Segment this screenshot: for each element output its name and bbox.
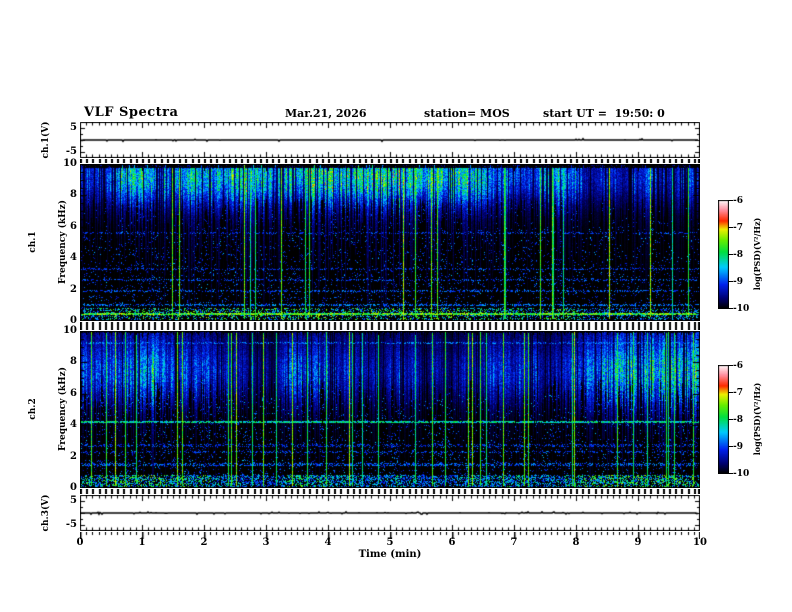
x-tick-label-0: 0 <box>76 537 84 548</box>
colorbar2-tickmark--9 <box>728 445 733 447</box>
colorbar2-tick--10: -10 <box>733 469 750 479</box>
colorbar1-tick--7: -7 <box>733 223 743 233</box>
colorbar1-tick--6: -6 <box>733 196 743 206</box>
colorbar1-tick--8: -8 <box>733 250 743 260</box>
spec1-ytick-0: 0 <box>70 315 77 326</box>
strip1-ytick-5: 5 <box>70 122 77 133</box>
colorbar-ch1 <box>718 200 729 309</box>
x-tick-label-2: 2 <box>200 537 208 548</box>
ch2-frequency-ylabel: ch.2 Frequency (kHz) <box>8 367 88 451</box>
ch1-frequency-ylabel-ch: ch.1 <box>28 231 38 253</box>
spec2-ytick-10: 10 <box>63 325 77 336</box>
ch3-voltage-ylabel: ch.3(V) <box>41 494 51 532</box>
x-tick-label-6: 6 <box>448 537 456 548</box>
strip1-ytick--5: -5 <box>65 146 77 157</box>
x-tick-label-5: 5 <box>386 537 394 548</box>
spec2-ytick-4: 4 <box>70 419 77 430</box>
ch2-spectrogram <box>80 331 700 488</box>
ch1-spectrogram <box>80 164 700 321</box>
colorbar1-tickmark--9 <box>728 280 733 282</box>
plot-title: VLF Spectra <box>84 105 179 120</box>
ch2-frequency-ylabel-freq: Frequency (kHz) <box>58 366 68 452</box>
spec1-ytick-8: 8 <box>70 189 77 200</box>
station-label: station= MOS <box>424 107 510 120</box>
colorbar1-tickmark--7 <box>728 226 733 228</box>
x-tick-label-10: 10 <box>693 537 707 548</box>
axis-tick-gap-1 <box>80 159 700 163</box>
x-axis-title: Time (min) <box>358 549 422 560</box>
colorbar2-tick--8: -8 <box>733 415 743 425</box>
x-tick-label-1: 1 <box>138 537 146 548</box>
strip2-ytick--5: -5 <box>65 519 77 530</box>
spec1-ytick-10: 10 <box>63 158 77 169</box>
ch1-frequency-ylabel-freq: Frequency (kHz) <box>58 199 68 285</box>
spec2-ytick-0: 0 <box>70 482 77 493</box>
ch1-voltage-ylabel: ch.1(V) <box>41 121 51 159</box>
colorbar1-tickmark--6 <box>728 199 733 201</box>
start-ut-label: start UT = 19:50: 0 <box>543 107 665 120</box>
spec2-ytick-6: 6 <box>70 388 77 399</box>
ch1-frequency-ylabel: ch.1 Frequency (kHz) <box>8 200 88 284</box>
x-tick-label-8: 8 <box>572 537 580 548</box>
x-tick-label-7: 7 <box>510 537 518 548</box>
spec2-ytick-2: 2 <box>70 451 77 462</box>
colorbar2-tickmark--7 <box>728 391 733 393</box>
axis-tick-gap-3 <box>80 489 700 494</box>
colorbar2-tick--9: -9 <box>733 442 743 452</box>
x-tick-label-3: 3 <box>262 537 270 548</box>
plot-date: Mar.21, 2026 <box>285 107 367 120</box>
ch3-voltage-strip <box>80 495 700 531</box>
spec2-ytick-8: 8 <box>70 356 77 367</box>
ch1-voltage-strip <box>80 122 700 158</box>
strip2-ytick-5: 5 <box>70 495 77 506</box>
spec1-ytick-2: 2 <box>70 284 77 295</box>
colorbar-ch2 <box>718 365 729 474</box>
colorbar2-tick--7: -7 <box>733 388 743 398</box>
spec1-ytick-4: 4 <box>70 252 77 263</box>
colorbar2-tickmark--8 <box>728 418 733 420</box>
spec1-ytick-6: 6 <box>70 221 77 232</box>
axis-tick-gap-2 <box>80 322 700 330</box>
colorbar2-tick--6: -6 <box>733 361 743 371</box>
colorbar2-tickmark--6 <box>728 364 733 366</box>
x-tick-label-4: 4 <box>324 537 332 548</box>
colorbar2-tickmark--10 <box>728 472 733 474</box>
ch2-frequency-ylabel-ch: ch.2 <box>28 398 38 420</box>
colorbar1-tickmark--10 <box>728 307 733 309</box>
colorbar1-tickmark--8 <box>728 253 733 255</box>
x-axis-outer-ticks <box>80 532 700 539</box>
colorbar1-tick--10: -10 <box>733 304 750 314</box>
x-tick-label-9: 9 <box>634 537 642 548</box>
colorbar1-tick--9: -9 <box>733 277 743 287</box>
